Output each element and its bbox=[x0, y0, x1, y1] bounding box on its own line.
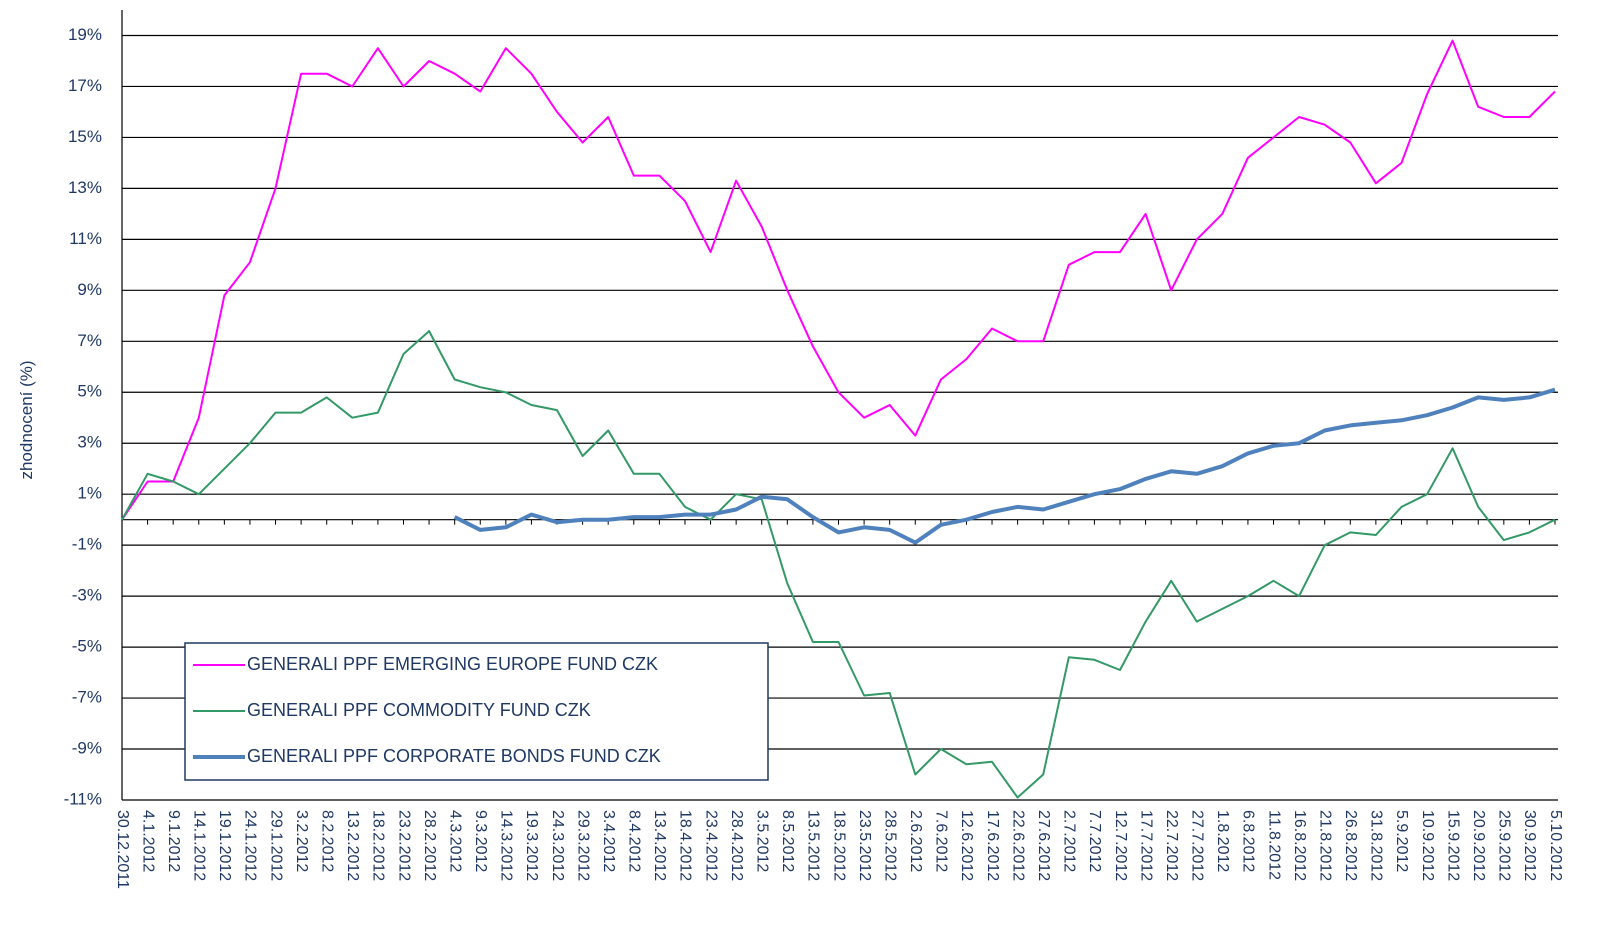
y-tick-label: 19% bbox=[68, 25, 102, 44]
series-line bbox=[121, 39, 1556, 521]
x-tick-label: 15.9.2012 bbox=[1444, 810, 1461, 881]
series-line bbox=[121, 330, 1556, 799]
y-tick-label: 9% bbox=[77, 280, 102, 299]
y-tick-label: -1% bbox=[72, 535, 102, 554]
x-tick-label: 16.8.2012 bbox=[1291, 810, 1308, 881]
x-tick-label: 19.1.2012 bbox=[216, 810, 233, 881]
x-tick-label: 29.3.2012 bbox=[574, 810, 591, 881]
x-tick-label: 30.9.2012 bbox=[1521, 810, 1538, 881]
y-tick-label: -11% bbox=[64, 789, 102, 808]
x-tick-label: 30.12.2011 bbox=[114, 810, 131, 889]
y-tick-label: 11% bbox=[69, 229, 102, 248]
x-tick-label: 7.6.2012 bbox=[933, 810, 950, 872]
x-tick-label: 11.8.2012 bbox=[1265, 810, 1282, 880]
x-tick-label: 8.5.2012 bbox=[779, 810, 796, 872]
x-tick-label: 14.1.2012 bbox=[191, 810, 208, 881]
x-tick-label: 20.9.2012 bbox=[1470, 810, 1487, 881]
y-tick-label: 7% bbox=[77, 331, 102, 350]
x-tick-label: 7.7.2012 bbox=[1086, 810, 1103, 872]
x-tick-label: 13.5.2012 bbox=[805, 810, 822, 881]
x-tick-label: 23.5.2012 bbox=[856, 810, 873, 881]
x-tick-label: 3.4.2012 bbox=[600, 810, 617, 872]
x-tick-label: 27.7.2012 bbox=[1189, 810, 1206, 881]
y-tick-label: -9% bbox=[72, 739, 102, 758]
y-tick-label: 3% bbox=[77, 433, 102, 452]
x-tick-label: 9.3.2012 bbox=[472, 810, 489, 872]
x-tick-label: 3.5.2012 bbox=[753, 810, 770, 872]
x-tick-label: 31.8.2012 bbox=[1368, 810, 1385, 881]
x-tick-label: 1.8.2012 bbox=[1214, 810, 1231, 872]
legend-label: GENERALI PPF EMERGING EUROPE FUND CZK bbox=[247, 654, 658, 674]
y-tick-label: 15% bbox=[68, 127, 102, 146]
x-tick-label: 2.6.2012 bbox=[907, 810, 924, 872]
x-tick-label: 28.4.2012 bbox=[728, 810, 745, 881]
x-tick-label: 5.10.2012 bbox=[1547, 810, 1564, 881]
x-tick-label: 24.3.2012 bbox=[549, 810, 566, 881]
x-tick-label: 17.6.2012 bbox=[984, 810, 1001, 881]
y-tick-label: 13% bbox=[68, 178, 102, 197]
x-tick-label: 3.2.2012 bbox=[293, 810, 310, 872]
x-tick-label: 5.9.2012 bbox=[1393, 810, 1410, 872]
legend-box bbox=[184, 642, 769, 781]
x-tick-label: 12.7.2012 bbox=[1112, 810, 1129, 881]
x-tick-label: 6.8.2012 bbox=[1240, 810, 1257, 872]
x-tick-label: 24.1.2012 bbox=[242, 810, 259, 881]
x-tick-label: 28.5.2012 bbox=[881, 810, 898, 881]
x-tick-label: 29.1.2012 bbox=[267, 810, 284, 881]
y-tick-label: 1% bbox=[77, 484, 102, 503]
x-tick-label: 23.2.2012 bbox=[395, 810, 412, 881]
x-tick-label: 28.2.2012 bbox=[421, 810, 438, 881]
x-tick-label: 18.4.2012 bbox=[677, 810, 694, 881]
x-tick-label: 12.6.2012 bbox=[958, 810, 975, 881]
x-tick-label: 4.3.2012 bbox=[446, 810, 463, 872]
legend-label: GENERALI PPF COMMODITY FUND CZK bbox=[247, 700, 591, 720]
x-tick-label: 22.7.2012 bbox=[1163, 810, 1180, 881]
x-tick-label: 8.4.2012 bbox=[626, 810, 643, 872]
x-tick-label: 21.8.2012 bbox=[1316, 810, 1333, 881]
x-tick-label: 4.1.2012 bbox=[139, 810, 156, 872]
y-tick-label: -5% bbox=[72, 637, 102, 656]
x-tick-label: 10.9.2012 bbox=[1419, 810, 1436, 881]
x-tick-label: 18.2.2012 bbox=[370, 810, 387, 881]
x-tick-label: 18.5.2012 bbox=[830, 810, 847, 881]
x-tick-label: 17.7.2012 bbox=[1137, 810, 1154, 881]
x-tick-label: 8.2.2012 bbox=[318, 810, 335, 872]
x-tick-label: 13.2.2012 bbox=[344, 810, 361, 881]
x-tick-label: 13.4.2012 bbox=[651, 810, 668, 881]
x-tick-label: 2.7.2012 bbox=[1061, 810, 1078, 872]
y-tick-label: 17% bbox=[68, 76, 102, 95]
x-tick-label: 26.8.2012 bbox=[1342, 810, 1359, 881]
y-axis-title: zhodnocení (%) bbox=[17, 360, 36, 479]
x-tick-label: 22.6.2012 bbox=[1009, 810, 1026, 881]
y-tick-label: -3% bbox=[72, 586, 102, 605]
x-tick-label: 27.6.2012 bbox=[1035, 810, 1052, 881]
x-tick-label: 9.1.2012 bbox=[165, 810, 182, 872]
x-tick-label: 25.9.2012 bbox=[1496, 810, 1513, 881]
legend-label: GENERALI PPF CORPORATE BONDS FUND CZK bbox=[247, 746, 661, 766]
series-line bbox=[453, 387, 1556, 545]
x-tick-label: 23.4.2012 bbox=[702, 810, 719, 881]
x-tick-label: 14.3.2012 bbox=[498, 810, 515, 881]
x-tick-label: 19.3.2012 bbox=[523, 810, 540, 881]
y-tick-label: -7% bbox=[72, 688, 102, 707]
y-tick-label: 5% bbox=[77, 382, 102, 401]
